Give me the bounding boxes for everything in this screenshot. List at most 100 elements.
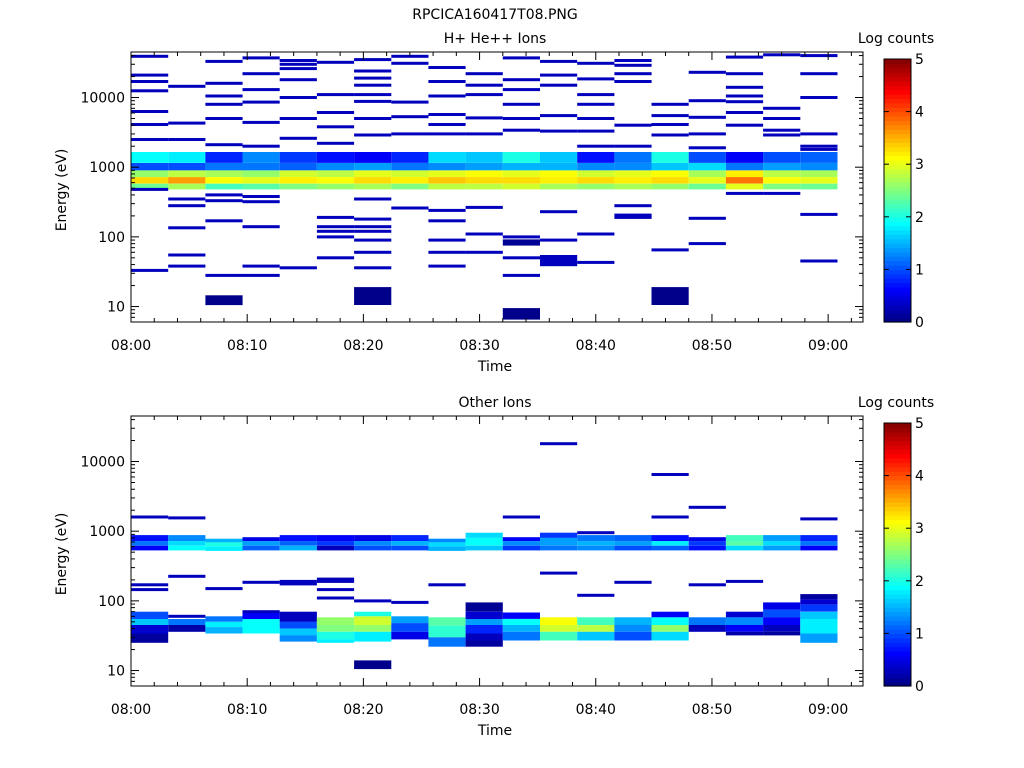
panel-h-he-ions: H+ He++ Ions Log counts Time Energy (eV)…: [54, 31, 934, 375]
colorbar-segment: [884, 269, 911, 275]
colorbar-tick-label: 5: [915, 416, 924, 432]
colorbar-segment: [884, 572, 911, 578]
heatmap-cell: [614, 80, 652, 83]
heatmap-cell: [465, 545, 503, 551]
panel-title: H+ He++ Ions: [444, 31, 547, 47]
heatmap-cell: [577, 260, 615, 264]
heatmap-cell: [279, 78, 317, 82]
colorbar-segment: [884, 677, 911, 683]
heatmap-cell: [242, 610, 280, 614]
heatmap-cell: [725, 535, 764, 542]
heatmap-cell: [651, 183, 689, 190]
heatmap-cell: [614, 152, 652, 163]
heatmap-cell: [205, 59, 243, 63]
heatmap-cell: [131, 80, 169, 83]
heatmap-cell: [168, 138, 206, 141]
colorbar-segment: [884, 602, 911, 608]
heatmap-cell: [205, 193, 243, 197]
colorbar-segment: [884, 94, 911, 100]
heatmap-cell: [465, 170, 503, 178]
colorbar-segment: [884, 133, 911, 139]
heatmap-cell: [168, 84, 206, 88]
heatmap-cell: [651, 535, 689, 542]
heatmap-cell: [354, 133, 392, 137]
colorbar-segment: [884, 444, 911, 450]
heatmap-cell: [168, 170, 206, 178]
colorbar-segment: [884, 172, 911, 178]
colorbar-segment: [884, 265, 911, 270]
heatmap-cell: [465, 532, 503, 538]
colorbar-segment: [884, 124, 911, 130]
colorbar-segment: [884, 203, 911, 209]
heatmap-cell: [763, 106, 801, 110]
heatmap-cell: [391, 170, 429, 178]
colorbar-segment: [884, 668, 911, 674]
heatmap-cell: [354, 197, 392, 201]
colorbar-segment: [884, 229, 911, 235]
colorbar-segment: [884, 80, 911, 86]
heatmap-cell: [279, 535, 317, 542]
heatmap-cell: [502, 537, 540, 542]
heatmap-cell: [168, 625, 206, 632]
colorbar-segment: [884, 664, 911, 670]
colorbar-segment: [884, 199, 911, 205]
heatmap-cell: [614, 183, 652, 190]
heatmap-cell: [131, 541, 169, 546]
colorbar-segment: [884, 580, 911, 586]
heatmap-cell: [428, 113, 466, 116]
heatmap-cell: [763, 535, 801, 542]
heatmap-cell: [465, 250, 503, 254]
heatmap-cell: [428, 625, 466, 638]
colorbar-segment: [884, 523, 911, 529]
heatmap-cell: [428, 183, 466, 190]
colorbar-segment: [884, 98, 911, 104]
heatmap-cell: [316, 579, 355, 583]
colorbar-segment: [884, 72, 911, 78]
colorbar-segment: [884, 142, 911, 148]
heatmap-cell: [131, 611, 169, 619]
x-tick-label: 08:40: [576, 338, 616, 354]
heatmap-cell: [354, 170, 392, 178]
y-tick-label: 1000: [89, 524, 125, 540]
heatmap-cell: [205, 295, 243, 306]
heatmap-cell: [540, 532, 578, 538]
heatmap-cell: [688, 132, 726, 136]
heatmap-cell: [205, 81, 243, 85]
colorbar-segment: [884, 536, 911, 542]
colorbar-segment: [884, 85, 911, 91]
heatmap-cell: [316, 625, 355, 632]
heatmap-cell: [651, 631, 689, 641]
heatmap-cell: [502, 631, 540, 641]
heatmap-cell: [242, 273, 280, 277]
heatmap-cell: [725, 94, 764, 98]
colorbar-segment: [884, 510, 911, 516]
heatmap-cell: [502, 56, 540, 60]
heatmap-cell: [279, 96, 317, 99]
colorbar-segment: [884, 256, 911, 262]
colorbar-segment: [884, 440, 911, 446]
heatmap-cell: [502, 625, 540, 632]
x-tick-label: 08:10: [227, 702, 267, 718]
heatmap-cell: [242, 619, 280, 626]
heatmap-cell: [614, 617, 652, 625]
colorbar-segment: [884, 453, 911, 459]
heatmap-cell: [242, 183, 280, 190]
heatmap-cell: [131, 515, 169, 519]
heatmap-cell: [428, 94, 466, 98]
heatmap-cell: [354, 177, 392, 184]
heatmap-cell: [800, 144, 838, 148]
heatmap-cell: [465, 183, 503, 190]
y-tick-label: 10000: [80, 455, 125, 471]
heatmap-cell: [428, 250, 466, 254]
heatmap-cell: [502, 78, 540, 82]
heatmap-cell: [428, 163, 466, 171]
heatmap-cell: [614, 631, 652, 641]
heatmap-cell: [540, 183, 578, 190]
heatmap-cell: [168, 226, 206, 230]
colorbar: 0 1 2 3 4 5: [883, 416, 924, 695]
heatmap-cell: [502, 541, 540, 546]
colorbar-segment: [884, 151, 911, 157]
heatmap-cell: [688, 583, 726, 587]
colorbar-segment: [884, 554, 911, 560]
colorbar-segment: [884, 471, 911, 477]
